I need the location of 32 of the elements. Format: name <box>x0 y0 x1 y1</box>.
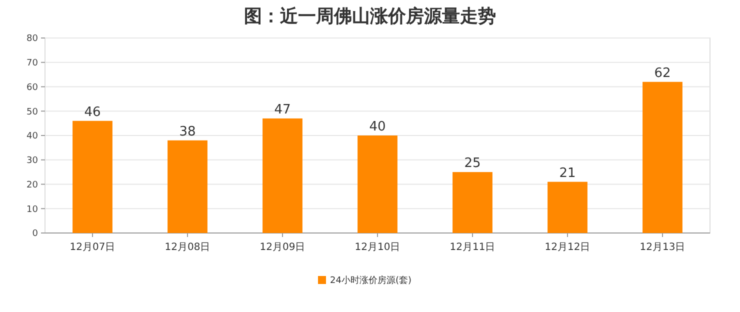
x-tick-label: 12月07日 <box>70 242 116 253</box>
data-label: 25 <box>464 156 481 172</box>
bar <box>548 182 588 233</box>
data-label: 38 <box>179 124 196 140</box>
y-tick-label: 30 <box>26 156 38 166</box>
bar <box>452 172 492 233</box>
bar <box>168 140 208 233</box>
y-tick-label: 80 <box>26 34 38 44</box>
legend-label: 24小时涨价房源(套) <box>330 275 412 286</box>
y-tick-label: 50 <box>26 107 38 118</box>
chart-title: 图：近一周佛山涨价房源量走势 <box>244 6 496 27</box>
y-tick-label: 0 <box>32 229 38 240</box>
y-tick-label: 10 <box>26 204 38 215</box>
bar <box>642 82 682 233</box>
x-tick-label: 12月08日 <box>164 242 210 253</box>
x-tick-label: 12月11日 <box>450 242 496 253</box>
x-tick-label: 12月12日 <box>544 242 590 253</box>
data-label: 46 <box>84 104 101 120</box>
data-label: 40 <box>369 120 386 134</box>
x-tick-label: 12月13日 <box>640 242 686 253</box>
data-label: 47 <box>274 102 291 118</box>
x-tick-label: 12月09日 <box>260 242 306 253</box>
bar <box>72 120 112 233</box>
data-label: 62 <box>654 66 671 81</box>
y-tick-label: 70 <box>26 58 38 69</box>
y-tick-label: 60 <box>26 82 38 93</box>
y-tick-label: 40 <box>26 132 38 142</box>
data-label: 21 <box>559 166 576 181</box>
x-tick-label: 12月10日 <box>354 242 400 253</box>
bar <box>262 118 302 233</box>
bar <box>358 136 398 233</box>
y-tick-label: 20 <box>26 180 38 190</box>
